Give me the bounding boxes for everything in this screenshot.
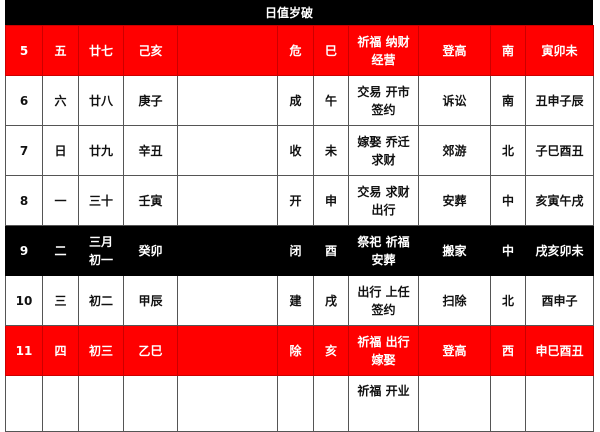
cell-ganzhi: 壬寅	[123, 175, 178, 226]
cell-yi: 祈福 出行 嫁娶	[348, 325, 419, 376]
cell-ganzhi	[123, 375, 178, 432]
cell-dir: 中	[490, 175, 526, 226]
cell-lunar	[78, 375, 124, 432]
table-row: 8 一三十 壬寅 开申交易 求财 出行 安葬中亥寅午戌	[5, 175, 594, 226]
cell-hours: 亥寅午戌	[525, 175, 594, 226]
cell-lunar: 三十	[78, 175, 124, 226]
table-title: 日值岁破	[5, 0, 593, 25]
cell-note	[177, 175, 278, 226]
table-row: 7 日廿九 辛丑 收未嫁娶 乔迁 求财 郊游北子巳酉丑	[5, 125, 594, 176]
cell-dir: 南	[490, 25, 526, 76]
cell-day: 10	[5, 275, 43, 326]
cell-ganzhi: 己亥	[123, 25, 178, 76]
cell-note	[177, 225, 278, 276]
cell-week: 二	[42, 225, 79, 276]
cell-ji: 登高	[418, 25, 491, 76]
cell-day: 11	[5, 325, 43, 376]
cell-officer: 危	[277, 25, 314, 76]
cell-officer: 除	[277, 325, 314, 376]
cell-hours: 丑申子辰	[525, 75, 594, 126]
cell-dir: 南	[490, 75, 526, 126]
cell-day: 8	[5, 175, 43, 226]
table-row: 11 四初三 乙巳 除亥祈福 出行 嫁娶 登高西申巳酉丑	[5, 325, 594, 376]
cell-officer: 开	[277, 175, 314, 226]
cell-ji: 登高	[418, 325, 491, 376]
cell-dir	[490, 375, 526, 432]
cell-lunar: 廿七	[78, 25, 124, 76]
table-row: 10 三初二 甲辰 建戌出行 上任 签约 扫除北酉申子	[5, 275, 594, 326]
cell-branch: 亥	[313, 325, 349, 376]
cell-note	[177, 75, 278, 126]
cell-branch	[313, 375, 349, 432]
cell-yi: 祭祀 祈福 安葬	[348, 225, 419, 276]
cell-hours: 戌亥卯未	[525, 225, 594, 276]
cell-hours: 酉申子	[525, 275, 594, 326]
cell-branch: 申	[313, 175, 349, 226]
cell-week: 六	[42, 75, 79, 126]
cell-ganzhi: 甲辰	[123, 275, 178, 326]
cell-dir: 中	[490, 225, 526, 276]
cell-note	[177, 375, 278, 432]
cell-hours: 寅卯未	[525, 25, 594, 76]
cell-ji: 安葬	[418, 175, 491, 226]
cell-branch: 巳	[313, 25, 349, 76]
cell-ji	[418, 375, 491, 432]
cell-yi: 嫁娶 乔迁 求财	[348, 125, 419, 176]
cell-branch: 午	[313, 75, 349, 126]
cell-ganzhi: 乙巳	[123, 325, 178, 376]
cell-yi: 祈福 纳财 经营	[348, 25, 419, 76]
table-row: 9 二三月 初一 癸卯 闭酉祭祀 祈福 安葬 搬家中戌亥卯未	[5, 225, 594, 276]
cell-day: 5	[5, 25, 43, 76]
cell-hours: 申巳酉丑	[525, 325, 594, 376]
cell-note	[177, 125, 278, 176]
cell-dir: 西	[490, 325, 526, 376]
cell-lunar: 三月 初一	[78, 225, 124, 276]
cell-officer	[277, 375, 314, 432]
cell-week	[42, 375, 79, 432]
cell-week: 四	[42, 325, 79, 376]
table-row: 6 六廿八 庚子 成午交易 开市 签约 诉讼南丑申子辰	[5, 75, 594, 126]
cell-lunar: 廿八	[78, 75, 124, 126]
cell-yi: 祈福 开业	[348, 375, 419, 432]
cell-day: 7	[5, 125, 43, 176]
cell-branch: 戌	[313, 275, 349, 326]
cell-ganzhi: 庚子	[123, 75, 178, 126]
cell-ji: 郊游	[418, 125, 491, 176]
cell-ji: 搬家	[418, 225, 491, 276]
cell-ganzhi: 辛丑	[123, 125, 178, 176]
table-row: 5 五廿七 己亥 危巳祈福 纳财 经营 登高南寅卯未	[5, 25, 594, 76]
cell-note	[177, 275, 278, 326]
cell-ganzhi: 癸卯	[123, 225, 178, 276]
cell-yi: 交易 开市 签约	[348, 75, 419, 126]
cell-day: 9	[5, 225, 43, 276]
almanac-table-wrapper: 日值岁破 5 五廿七 己亥危巳祈福 纳财 经营 登高南寅卯未 6 六廿八 庚子成午交易 开市签…	[5, 0, 594, 432]
cell-day: 6	[5, 75, 43, 126]
cell-dir: 北	[490, 275, 526, 326]
cell-hours	[525, 375, 594, 432]
cell-day	[5, 375, 43, 432]
cell-branch: 未	[313, 125, 349, 176]
cell-ji: 诉讼	[418, 75, 491, 126]
cell-lunar: 初二	[78, 275, 124, 326]
cell-dir: 北	[490, 125, 526, 176]
cell-note	[177, 25, 278, 76]
cell-ji: 扫除	[418, 275, 491, 326]
cell-week: 一	[42, 175, 79, 226]
almanac-table: 5 五廿七 己亥危巳祈福 纳财 经营 登高南寅卯未 6 六廿八 庚子成午交易 开市 签约 诉讼南丑…	[5, 25, 594, 432]
cell-note	[177, 325, 278, 376]
cell-week: 日	[42, 125, 79, 176]
cell-yi: 出行 上任 签约	[348, 275, 419, 326]
table-row: 祈福 开业	[5, 375, 594, 432]
cell-hours: 子巳酉丑	[525, 125, 594, 176]
cell-week: 三	[42, 275, 79, 326]
cell-lunar: 廿九	[78, 125, 124, 176]
cell-officer: 建	[277, 275, 314, 326]
cell-yi: 交易 求财 出行	[348, 175, 419, 226]
cell-branch: 酉	[313, 225, 349, 276]
cell-week: 五	[42, 25, 79, 76]
cell-officer: 闭	[277, 225, 314, 276]
cell-officer: 收	[277, 125, 314, 176]
cell-lunar: 初三	[78, 325, 124, 376]
cell-officer: 成	[277, 75, 314, 126]
